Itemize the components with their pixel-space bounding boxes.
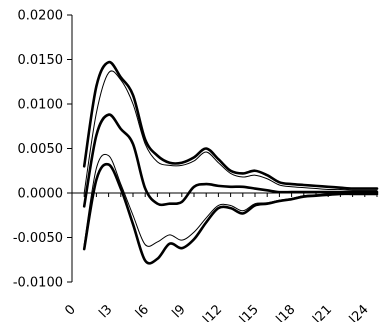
y-tick-label: 0.0200 [18, 9, 64, 24]
x-tick-label: l9 [170, 302, 189, 321]
y-tick-label: 0.0050 [18, 142, 64, 157]
x-axis: 0 l3 l6 l9 l12 l15 l18 l21 l24 [62, 192, 378, 322]
y-axis: 0.0200 0.0150 0.0100 0.0050 0.0000 -0.0050 -0.… [13, 9, 73, 291]
x-tick-label: l24 [347, 302, 372, 322]
x-tick-label: l12 [200, 302, 225, 322]
x-tick-label: l3 [96, 302, 115, 321]
x-tick-label: l6 [133, 302, 152, 321]
y-tick-label: -0.0050 [13, 231, 63, 246]
x-tick-label: l21 [310, 302, 335, 322]
y-tick-label: 0.0150 [18, 53, 64, 68]
series-line-5 [82, 162, 379, 265]
series-lines [82, 60, 379, 265]
y-tick-label: -0.0100 [13, 276, 63, 291]
series-line-1 [82, 60, 379, 190]
y-tick-label: 0.0000 [18, 187, 64, 202]
series-line-4 [83, 153, 378, 247]
series-line-3 [82, 113, 379, 208]
x-tick-label: l18 [274, 302, 299, 322]
x-tick-label: 0 [62, 302, 78, 318]
x-tick-label: l15 [237, 302, 262, 322]
y-tick-label: 0.0100 [18, 98, 64, 113]
series-line-2 [83, 70, 378, 194]
